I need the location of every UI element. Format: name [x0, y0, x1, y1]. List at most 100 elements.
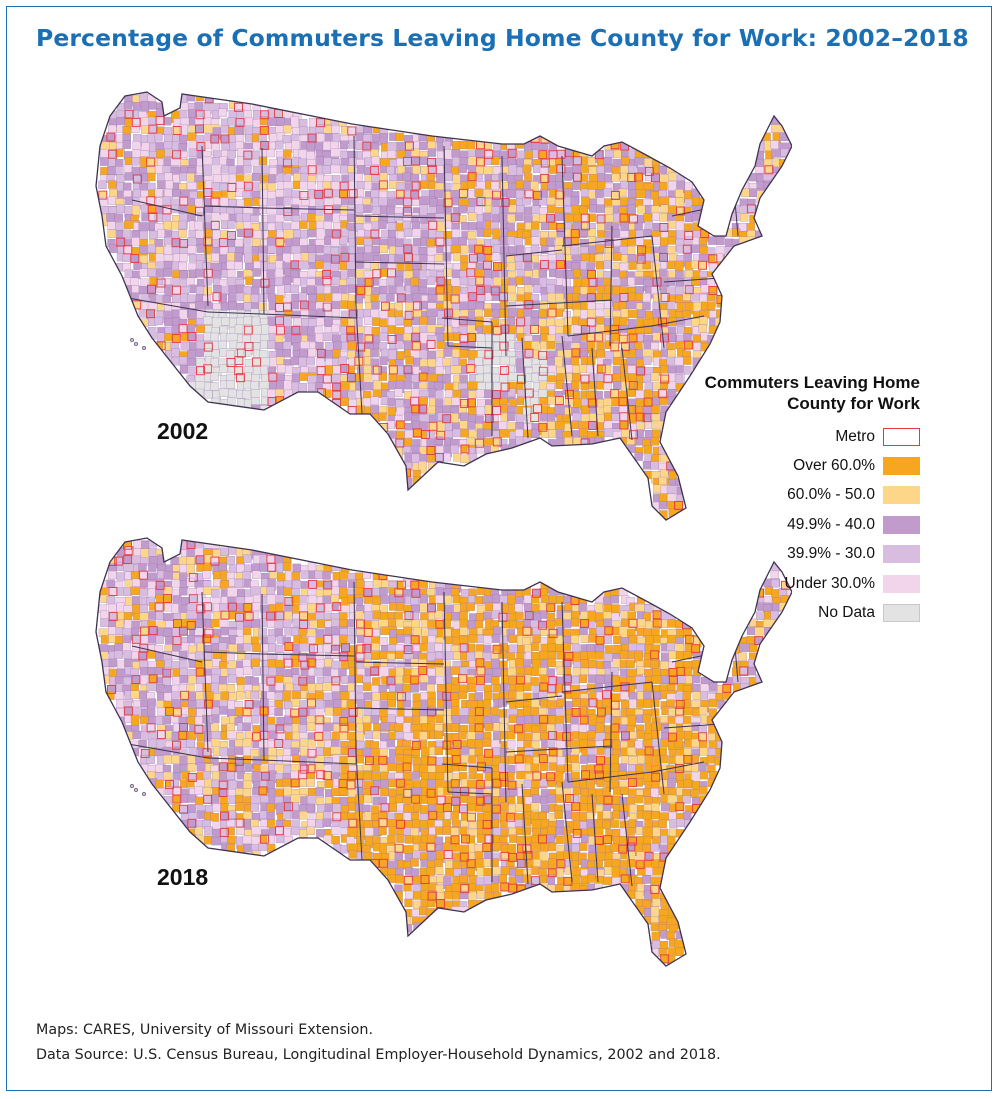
- county-cell: [691, 260, 700, 269]
- county-cell: [300, 310, 309, 319]
- county-cell: [650, 437, 660, 446]
- county-cell: [619, 650, 629, 660]
- county-cell: [234, 739, 244, 748]
- metro-outline: [410, 190, 420, 200]
- island: [142, 346, 146, 350]
- county-cell: [212, 230, 221, 239]
- metro-outline: [620, 341, 630, 351]
- county-cell: [300, 570, 309, 579]
- county-cell: [301, 318, 310, 327]
- county-cell: [355, 716, 364, 726]
- county-cell: [155, 116, 165, 125]
- county-cell: [292, 580, 301, 589]
- county-cell: [371, 300, 380, 310]
- county-cell: [603, 260, 613, 269]
- county-cell: [650, 650, 659, 659]
- county-cell: [396, 406, 406, 416]
- county-cell: [500, 404, 509, 413]
- metro-outline: [533, 404, 542, 414]
- metro-outline: [634, 172, 644, 182]
- metro-outline: [708, 254, 718, 264]
- county-cell: [642, 612, 652, 621]
- county-cell: [588, 413, 598, 422]
- county-cell: [675, 286, 684, 295]
- county-cell: [426, 340, 436, 349]
- county-cell: [188, 708, 197, 717]
- county-cell: [139, 667, 149, 676]
- metro-outline: [340, 364, 350, 373]
- county-cell: [155, 715, 164, 725]
- county-cell: [115, 627, 124, 636]
- county-cell: [235, 691, 245, 700]
- county-cell: [498, 709, 508, 718]
- county-cell: [436, 333, 445, 342]
- county-cell: [235, 613, 244, 622]
- county-cell: [517, 150, 526, 159]
- county-cell: [426, 276, 436, 285]
- county-cell: [603, 381, 612, 390]
- county-cell: [653, 635, 662, 644]
- county-cell: [307, 382, 317, 392]
- county-cell: [412, 693, 421, 702]
- county-cell: [259, 205, 268, 214]
- metro-outline: [251, 357, 261, 367]
- county-cell: [644, 755, 654, 764]
- county-cell: [354, 317, 363, 327]
- county-cell: [530, 429, 540, 438]
- county-cell: [355, 381, 364, 390]
- county-cell: [451, 397, 461, 406]
- metro-outline: [555, 190, 565, 200]
- metro-outline: [316, 366, 326, 376]
- county-cell: [523, 284, 533, 293]
- county-cell: [131, 237, 140, 246]
- county-cell: [620, 222, 629, 231]
- county-cell: [564, 436, 573, 450]
- county-cell: [115, 222, 124, 231]
- metro-outline: [476, 157, 485, 167]
- county-cell: [300, 173, 309, 182]
- county-cell: [147, 698, 156, 707]
- county-cell: [530, 677, 539, 686]
- county-cell: [322, 165, 332, 174]
- county-cell: [203, 140, 212, 150]
- county-cell: [451, 699, 460, 708]
- county-cell: [459, 635, 469, 645]
- county-cell: [515, 358, 524, 367]
- metro-outline: [332, 382, 342, 392]
- metro-outline: [580, 221, 590, 231]
- county-cell: [573, 156, 582, 165]
- county-cell: [219, 676, 228, 685]
- county-cell: [716, 245, 725, 255]
- county-cell: [403, 755, 412, 764]
- county-cell: [395, 650, 404, 660]
- county-cell: [419, 204, 428, 217]
- county-cell: [108, 587, 118, 596]
- county-cell: [140, 699, 149, 709]
- county-cell: [402, 691, 411, 701]
- county-cell: [194, 221, 203, 230]
- county-cell: [443, 348, 452, 357]
- county-cell: [219, 618, 228, 628]
- county-cell: [490, 706, 499, 716]
- county-cell: [122, 229, 132, 238]
- county-cell: [691, 197, 701, 206]
- county-cell: [355, 732, 365, 741]
- state-boundary: [561, 335, 573, 437]
- county-cell: [578, 428, 588, 438]
- county-cell: [365, 341, 374, 350]
- county-cell: [611, 397, 620, 407]
- county-cell: [411, 747, 420, 756]
- county-cell: [156, 284, 165, 293]
- county-cell: [108, 626, 117, 635]
- county-cell: [364, 580, 373, 590]
- county-cell: [219, 661, 228, 670]
- county-cell: [171, 579, 180, 588]
- county-cell: [210, 134, 219, 144]
- county-cell: [179, 587, 188, 596]
- county-cell: [299, 611, 308, 621]
- county-cell: [410, 668, 420, 677]
- metro-outline: [210, 220, 220, 230]
- county-cell: [363, 707, 372, 717]
- county-cell: [410, 684, 419, 693]
- county-cell: [331, 276, 341, 285]
